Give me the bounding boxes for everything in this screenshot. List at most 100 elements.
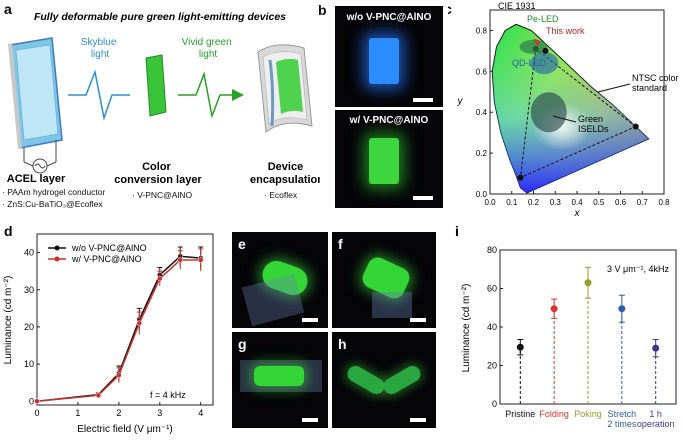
color-conversion-title: Color conversion layer: [114, 161, 202, 186]
chart-d-data-point: [136, 320, 143, 326]
photo-top-caption: w/o V-PNC@AlNO: [346, 12, 432, 23]
chart-i-category-label: Poking: [574, 409, 602, 419]
qd-led-region: [530, 52, 559, 75]
chart-i-y-tick-label: 0: [492, 399, 497, 409]
scale-bar: [410, 318, 426, 322]
panel-h-label: h: [338, 336, 347, 352]
chart-i-axes: 0 20 40 60 80 Pristine Folding Poking Stretch 2 t…: [487, 245, 674, 429]
chart-i-y-tick-label: 60: [487, 284, 497, 294]
panel-d-label: d: [4, 223, 13, 239]
device-substrate: [372, 292, 412, 318]
chart-d-y-tick-label: 20: [24, 322, 34, 332]
chart-i-category-label: 1 h operation: [637, 409, 675, 429]
chart-d-legend-marker: [54, 245, 60, 251]
green-emission: [380, 363, 424, 397]
skyblue-light-label: Skyblue light: [81, 37, 119, 60]
chart-d-frame: [36, 233, 214, 406]
chart-i-note: 3 V μm⁻¹, 4kHz: [607, 264, 669, 274]
ccl-item: · V-PNC@AlNO: [132, 190, 193, 200]
scale-bar: [410, 418, 426, 422]
acel-device-illustration: [8, 37, 63, 174]
cie-y-tick-label: 0.4: [476, 108, 488, 117]
ntsc-vertex: [632, 123, 639, 130]
photo-h-twisting: [332, 332, 436, 428]
this-work-point: [542, 47, 549, 54]
panel-i: i 3 V μm⁻¹, 4kHz 0 20 40 60 80 Pristine Foldin…: [443, 222, 683, 438]
green-emission: [254, 366, 304, 386]
panel-a-title: Fully deformable pure green light-emitti…: [34, 11, 286, 23]
cie-y-tick-label: 0.6: [476, 67, 488, 76]
device-encapsulation-title: Device encapsulation: [250, 161, 320, 186]
chart-d-x-tick-label: 1: [75, 408, 80, 418]
ntsc-arrow: [597, 83, 631, 93]
green-emission: [369, 138, 399, 184]
ntsc-vertex: [517, 174, 524, 181]
chart-i-y-tick-label: 40: [487, 322, 497, 332]
cie-x-tick-label: 0.8: [658, 198, 670, 207]
ntsc-triangle: [519, 47, 637, 179]
chart-i-data-point: [516, 343, 524, 351]
cie-y-tick-label: 0.0: [476, 190, 488, 199]
scale-bar: [413, 196, 433, 200]
green-light-label: Vivid green light: [182, 37, 235, 60]
panel-c-label: c: [448, 1, 452, 17]
color-conversion-layer-illustration: [145, 54, 167, 117]
photo-e-folded: [232, 232, 328, 328]
cie-x-tick-label: 0.6: [615, 198, 627, 207]
cie-x-tick-label: 0.5: [593, 198, 605, 207]
panel-a-label: a: [4, 1, 12, 17]
acel-item: · PAAm hydrogel conductor: [2, 187, 106, 197]
photo-without-pnc: w/o V-PNC@AlNO: [335, 6, 443, 107]
chart-i-data-point: [618, 305, 626, 313]
chart-d-data-point: [95, 392, 102, 399]
panel-a: a Fully deformable pure green light-emit…: [0, 0, 324, 209]
chart-i-data-point: [652, 344, 660, 352]
chart-i-data-point: [584, 279, 592, 287]
cie-axes: 0.0 0.1 0.2 0.3 0.4 0.5 0.6 0.7 0.8 0.0 0.2 0.4 0.6 0…: [476, 26, 670, 207]
green-iseld-arrow: [552, 115, 577, 123]
this-work-label: This work: [546, 26, 585, 36]
pe-led-region: [519, 39, 548, 54]
chart-d-legend-marker: [54, 256, 60, 262]
photo-with-pnc: w/ V-PNC@AlNO: [335, 110, 443, 208]
chart-d-y-tick-label: 30: [24, 285, 34, 295]
qd-led-label: QD-LED: [512, 58, 547, 68]
chart-i-points: [516, 266, 660, 404]
pe-led-label: Pe-LED: [527, 14, 559, 24]
cie-x-tick-label: 0.7: [637, 198, 649, 207]
chart-d-x-tick-label: 4: [198, 408, 203, 418]
panel-c: c 0.00.10.20.30.40.50.60.70.80.00.20.40.…: [444, 0, 683, 222]
green-emission: [344, 363, 388, 397]
cie-x-tick-label: 0.3: [550, 198, 562, 207]
chart-d-x-tick-label: 2: [116, 408, 121, 418]
cie-x-tick-label: 0.1: [506, 198, 518, 207]
ntsc-label: NTSC color standard: [632, 73, 679, 93]
chart-d-legend-label: w/ V-PNC@AlNO: [71, 254, 142, 264]
panel-d: d 0 1 2 3 4 0 10 20 30 40 w/o V-PNC@AlNO w/ V-PNC@…: [0, 222, 225, 438]
panel-e-label: e: [238, 236, 246, 252]
chart-i-data-point: [550, 305, 558, 313]
scale-bar: [302, 318, 318, 322]
chart-d-note: f = 4 kHz: [150, 390, 186, 400]
acel-layer-items: · PAAm hydrogel conductor · ZnS:Cu-BaTiO…: [2, 186, 105, 210]
chart-d-y-tick-label: 0: [29, 396, 34, 406]
chart-d-y-tick-label: 40: [24, 248, 34, 258]
this-work-marker: [533, 38, 541, 47]
green-iseld-label: Green ISELDs: [578, 114, 609, 134]
chart-i-category-label: Folding: [539, 409, 569, 419]
cie-y-tick-label: 0.8: [476, 26, 488, 35]
acel-item: · ZnS:Cu-BaTiO₃@Ecoflex: [2, 199, 103, 209]
chart-d-ylabel: Luminance (cd m⁻²): [3, 276, 14, 365]
chart-d-data-point: [157, 275, 163, 282]
chart-d-y-tick-label: 10: [24, 359, 34, 369]
cie-xlabel: x: [574, 208, 581, 219]
panel-g-label: g: [238, 336, 247, 352]
photo-g-stretching: [232, 332, 328, 428]
cie-diagram: c 0.00.10.20.30.40.50.60.70.80.00.20.40.…: [444, 1, 679, 219]
cie-spectral-locus: [491, 23, 650, 194]
photo-bottom-caption: w/ V-PNC@AlNO: [349, 115, 429, 126]
luminance-under-deformation-chart: i 3 V μm⁻¹, 4kHz 0 20 40 60 80 Pristine Foldin…: [455, 223, 677, 429]
